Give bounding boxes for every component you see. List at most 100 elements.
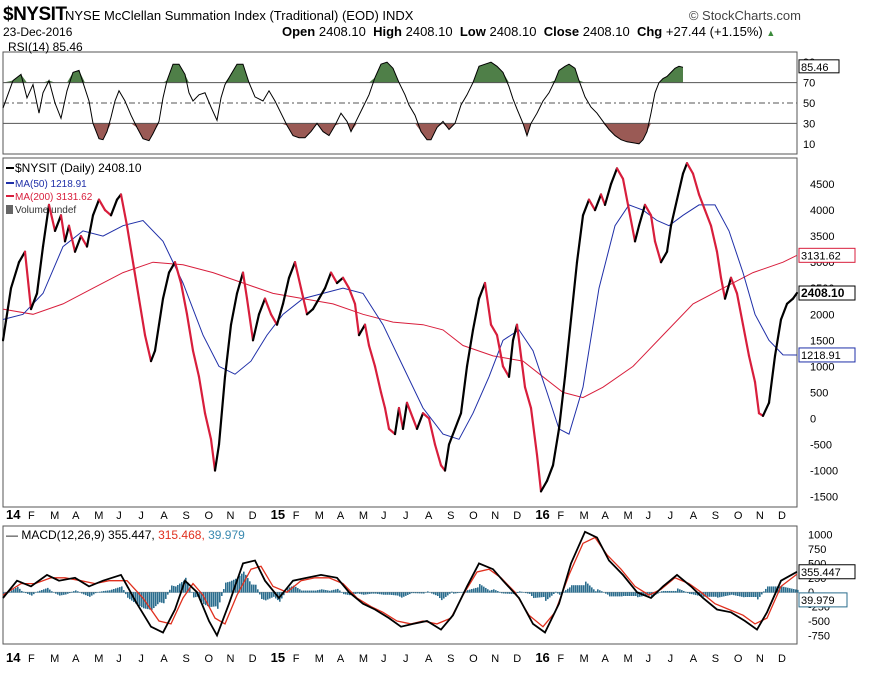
macd-histogram-bar xyxy=(9,591,11,593)
macd-histogram-bar xyxy=(353,592,355,595)
x-tick-label: F xyxy=(28,510,35,522)
macd-histogram-bar xyxy=(121,586,123,593)
macd-histogram-bar xyxy=(341,592,343,593)
x-tick-label: M xyxy=(359,510,368,522)
ma200-line xyxy=(2,254,798,399)
macd-histogram-bar xyxy=(537,592,539,598)
price-current-label: 1218.91 xyxy=(801,350,841,362)
x-tick-label: J xyxy=(668,653,674,665)
price-tick-label: 3500 xyxy=(810,231,834,243)
macd-histogram-bar xyxy=(51,591,53,593)
price-segment xyxy=(557,375,567,430)
macd-histogram-bar xyxy=(795,589,797,593)
x-tick-label: F xyxy=(293,653,300,665)
macd-histogram-bar xyxy=(501,592,503,594)
price-current-box xyxy=(798,247,856,263)
macd-histogram-bar xyxy=(263,592,265,600)
price-segment xyxy=(245,297,255,342)
price-segment xyxy=(569,261,579,321)
macd-histogram-bar xyxy=(685,591,687,593)
macd-histogram-bar xyxy=(63,592,65,595)
price-segment xyxy=(741,323,751,358)
macd-histogram-bar xyxy=(315,590,317,593)
macd-histogram-bar xyxy=(467,590,469,593)
macd-histogram-bar xyxy=(625,592,627,596)
macd-histogram-bar xyxy=(145,592,147,609)
macd-histogram-bar xyxy=(237,577,239,593)
macd-histogram-bar xyxy=(617,592,619,597)
macd-histogram-bar xyxy=(475,587,477,593)
macd-histogram-bar xyxy=(527,592,529,594)
macd-histogram-bar xyxy=(221,592,223,596)
macd-histogram-bar xyxy=(603,592,605,593)
macd-histogram-bar xyxy=(367,592,369,595)
macd-histogram-bar xyxy=(273,592,275,597)
price-segment xyxy=(67,224,77,253)
price-segment xyxy=(223,323,233,378)
macd-histogram-bar xyxy=(575,585,577,593)
macd-histogram-bar xyxy=(339,590,341,593)
macd-histogram-bar xyxy=(295,586,297,593)
price-segment xyxy=(599,193,607,206)
macd-histogram-bar xyxy=(155,592,157,607)
price-segment xyxy=(501,365,511,378)
legend-ma200: MA(200) 3131.62 xyxy=(15,192,93,203)
price-segment xyxy=(125,224,135,264)
macd-histogram-bar xyxy=(667,590,669,593)
macd-histogram-bar xyxy=(653,592,655,596)
legend-price: $NYSIT (Daily) 2408.10 xyxy=(15,161,142,175)
macd-histogram-bar xyxy=(249,581,251,593)
close-value: 2408.10 xyxy=(582,24,630,39)
macd-histogram-bar xyxy=(391,592,393,595)
macd-histogram-bar xyxy=(663,590,665,593)
macd-histogram-bar xyxy=(305,590,307,593)
macd-histogram-bar xyxy=(737,592,739,596)
macd-histogram-bar xyxy=(455,592,457,594)
macd-histogram-bar xyxy=(387,592,389,595)
x-tick-label: M xyxy=(50,653,59,665)
macd-histogram-bar xyxy=(543,592,545,598)
macd-histogram-bar xyxy=(423,592,425,594)
macd-histogram-bar xyxy=(393,592,395,596)
macd-histogram-bar xyxy=(735,592,737,596)
macd-histogram-bar xyxy=(11,590,13,593)
macd-current-label: 355.447 xyxy=(801,567,841,579)
macd-histogram-bar xyxy=(573,585,575,593)
macd-histogram-bar xyxy=(433,592,435,595)
macd-histogram-bar xyxy=(35,592,37,593)
price-segment xyxy=(761,401,771,417)
price-segment xyxy=(703,208,713,227)
macd-histogram-bar xyxy=(581,585,583,593)
macd-histogram-bar xyxy=(571,585,573,593)
macd-histogram-bar xyxy=(447,592,449,596)
macd-histogram-bar xyxy=(55,592,57,594)
stockcharts-logo[interactable]: © StockCharts.com xyxy=(688,8,801,23)
macd-histogram-bar xyxy=(111,589,113,593)
macd-histogram-bar xyxy=(369,592,371,594)
macd-histogram-bar xyxy=(287,588,289,593)
macd-histogram-bar xyxy=(435,592,437,596)
price-segment xyxy=(593,193,603,212)
macd-histogram-bar xyxy=(587,583,589,593)
price-segment xyxy=(519,354,527,389)
price-segment xyxy=(149,349,157,363)
macd-panel: -750-500-25002505007501000355.44739.979—… xyxy=(2,525,856,645)
price-segment xyxy=(507,339,515,378)
price-tick-label: 1000 xyxy=(810,361,834,373)
macd-histogram-bar xyxy=(177,585,179,593)
price-segment xyxy=(73,235,83,253)
price-segment xyxy=(185,313,195,352)
macd-histogram-bar xyxy=(31,592,33,596)
rsi-tick-label: 10 xyxy=(803,139,815,151)
macd-histogram-bar xyxy=(363,592,365,595)
macd-histogram-bar xyxy=(45,588,47,593)
macd-histogram-bar xyxy=(261,592,263,600)
macd-histogram-bar xyxy=(383,592,385,595)
up-arrow-icon: ▲ xyxy=(766,28,776,38)
macd-histogram-bar xyxy=(495,590,497,593)
price-segment xyxy=(669,198,679,227)
macd-histogram-bar xyxy=(107,590,109,593)
price-segment xyxy=(251,313,261,342)
macd-histogram-bar xyxy=(439,592,441,599)
